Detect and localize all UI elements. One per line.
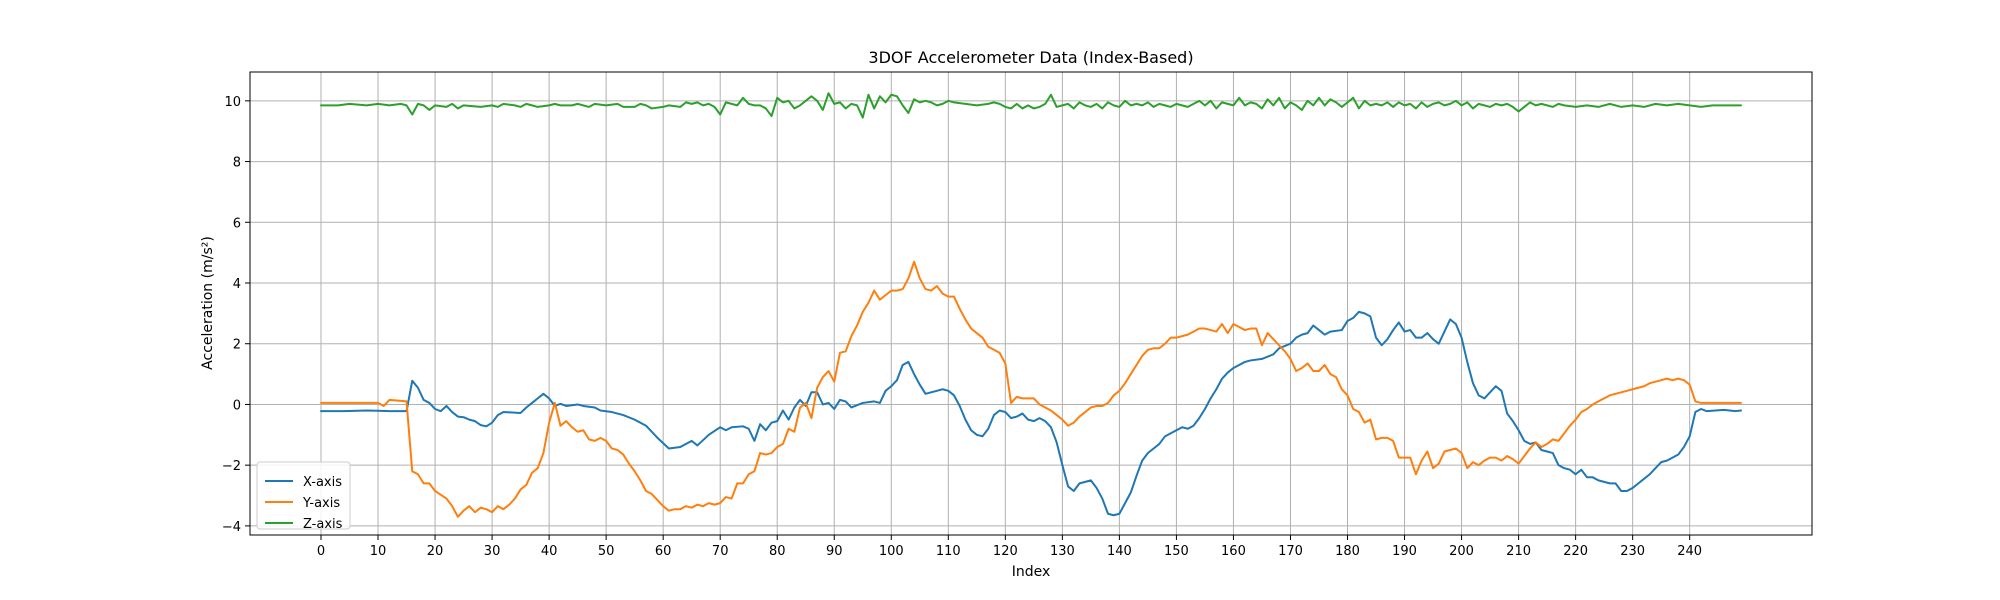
x-axis-ticks: 0 10 20 30 40 50 60 70 80 90 100 110 120 130 140 150 160… <box>317 535 1702 559</box>
y-tick-label: −4 <box>222 520 241 535</box>
x-tick-label: 70 <box>712 544 729 559</box>
x-tick-label: 120 <box>993 544 1018 559</box>
x-tick-label: 170 <box>1278 544 1303 559</box>
x-tick-label: 190 <box>1392 544 1417 559</box>
series-line-x-axis <box>320 310 1742 517</box>
chart-title: 3DOF Accelerometer Data (Index-Based) <box>868 48 1193 67</box>
x-axis-label: Index <box>1012 564 1051 580</box>
x-tick-label: 220 <box>1563 544 1588 559</box>
y-tick-label: 6 <box>233 216 241 231</box>
legend: X-axis Y-axis Z-axis <box>256 461 351 532</box>
legend-label-y-axis: Y-axis <box>302 496 340 511</box>
x-tick-label: 50 <box>598 544 615 559</box>
plot-frame <box>249 71 1813 536</box>
y-tick-label: 10 <box>224 95 241 110</box>
x-tick-label: 30 <box>484 544 501 559</box>
x-tick-label: 210 <box>1506 544 1531 559</box>
x-tick-label: 20 <box>427 544 444 559</box>
y-tick-label: 0 <box>233 398 241 413</box>
y-tick-label: −2 <box>222 459 241 474</box>
legend-label-z-axis: Z-axis <box>303 517 343 532</box>
series-line-z-axis <box>320 92 1742 119</box>
x-tick-label: 0 <box>317 544 325 559</box>
series-layer <box>320 92 1742 518</box>
x-tick-label: 10 <box>370 544 387 559</box>
x-tick-label: 140 <box>1107 544 1132 559</box>
x-tick-label: 80 <box>769 544 786 559</box>
y-axis-label: Acceleration (m/s²) <box>200 236 216 370</box>
x-tick-label: 150 <box>1164 544 1189 559</box>
y-tick-label: 4 <box>233 277 241 292</box>
x-tick-label: 130 <box>1050 544 1075 559</box>
x-tick-label: 160 <box>1221 544 1246 559</box>
x-tick-label: 180 <box>1335 544 1360 559</box>
y-tick-label: 2 <box>233 338 241 353</box>
y-axis-ticks: −4 −2 0 2 4 6 8 10 <box>222 95 250 535</box>
x-tick-label: 110 <box>936 544 961 559</box>
legend-label-x-axis: X-axis <box>303 475 342 490</box>
x-tick-label: 90 <box>826 544 843 559</box>
legend-box <box>256 461 351 530</box>
x-tick-label: 230 <box>1620 544 1645 559</box>
x-tick-label: 200 <box>1449 544 1474 559</box>
series-line-y-axis <box>320 260 1742 518</box>
x-tick-label: 60 <box>655 544 672 559</box>
x-tick-label: 40 <box>541 544 558 559</box>
x-tick-label: 100 <box>879 544 904 559</box>
y-tick-label: 8 <box>233 156 241 171</box>
x-tick-label: 240 <box>1677 544 1702 559</box>
